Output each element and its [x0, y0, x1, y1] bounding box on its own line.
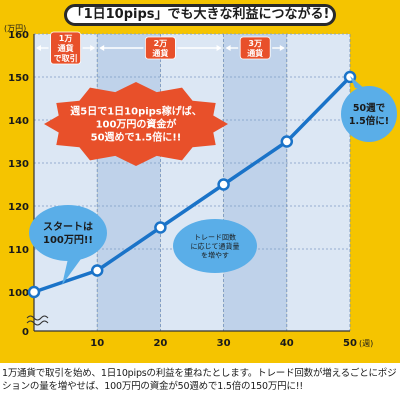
- y-tick-label: 0: [22, 327, 29, 338]
- phase-label-box: [50, 31, 81, 65]
- phase-arrowhead: [90, 45, 96, 51]
- data-point: [154, 221, 167, 234]
- data-point: [90, 264, 104, 277]
- x-tick-label: 30: [217, 338, 231, 349]
- phase-label: 1万通貨で取引: [54, 34, 78, 63]
- phase-arrowhead: [225, 45, 231, 51]
- phase-arrowhead: [216, 45, 222, 51]
- plot-band: [286, 34, 350, 331]
- series-line: [33, 75, 352, 294]
- callout-burst-text: 週5日で1日10pips稼げば、 100万円の資金が 50週めで1.5倍に!!: [70, 105, 202, 144]
- chart-title: 「1日10pips」でも大きな利益につながる!: [64, 4, 336, 26]
- phase-label: 2万通貨: [152, 39, 168, 58]
- phase-arrowhead: [279, 45, 285, 51]
- data-point: [27, 285, 41, 299]
- callout-end: [341, 86, 397, 142]
- plot-band: [34, 34, 98, 331]
- y-tick-label: 160: [8, 30, 29, 41]
- x-tick-label: 50: [343, 338, 357, 349]
- y-tick-label: 100: [8, 288, 29, 299]
- callout-end-text: 50週で 1.5倍に!: [349, 102, 389, 127]
- phase-label: 3万通貨: [247, 39, 263, 58]
- data-point: [280, 135, 294, 148]
- phase-label-box: [239, 36, 271, 60]
- y-axis-unit: (万円): [4, 24, 26, 33]
- phase-arrowhead: [99, 45, 105, 51]
- callout-note: [173, 219, 257, 273]
- callout-start: [29, 205, 107, 261]
- callout-burst: [44, 82, 228, 166]
- callout-start-text: スタートは 100万円!!: [43, 221, 93, 246]
- axis-break-mark: [26, 315, 49, 321]
- x-tick-label: 10: [90, 338, 104, 349]
- x-tick-label: 20: [153, 338, 167, 349]
- chart-caption: 1万通貨で取引を始め、1日10pipsの利益を重ねたとします。トレード回数が増え…: [2, 368, 397, 392]
- phase-label-box: [144, 36, 176, 60]
- phase-arrowhead: [36, 45, 41, 51]
- callout-tail: [350, 76, 366, 90]
- y-tick-label: 130: [8, 159, 29, 170]
- y-tick-label: 120: [8, 202, 29, 213]
- x-axis-unit: (週): [359, 339, 373, 348]
- y-tick-label: 140: [8, 116, 29, 127]
- y-tick-label: 150: [8, 73, 29, 84]
- plot-band: [160, 34, 224, 331]
- axis-break-mark: [26, 320, 49, 326]
- plot-band: [97, 34, 161, 331]
- x-tick-label: 40: [280, 338, 294, 349]
- y-tick-label: 110: [8, 245, 29, 256]
- data-point: [217, 178, 230, 191]
- plot-band: [223, 34, 287, 331]
- callout-note-text: トレード回数に応じて通貨量を増やす: [191, 232, 240, 259]
